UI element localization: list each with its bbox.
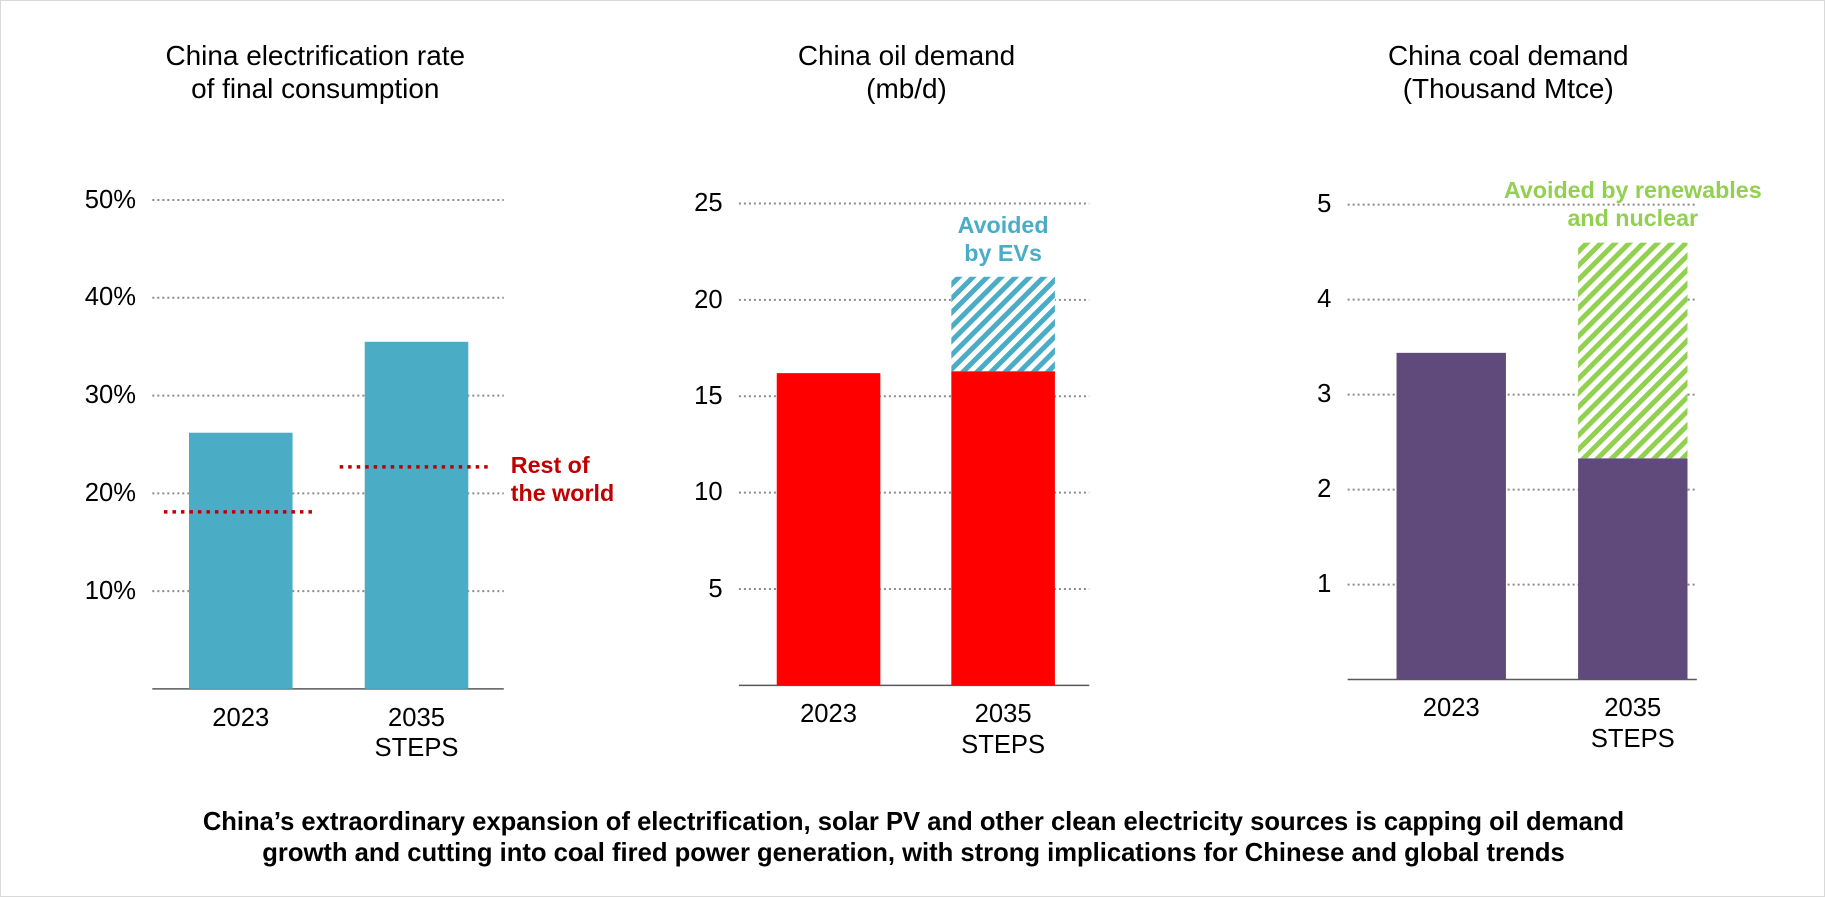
y-tick-label: 5 <box>1317 190 1332 219</box>
x-tick-label: 2023 <box>1422 694 1480 723</box>
y-tick-label: 25 <box>694 189 723 218</box>
chart-title: China oil demand (mb/d) <box>797 39 1016 105</box>
y-tick-label: 2 <box>1317 475 1332 504</box>
y-tick-label: 10 <box>694 478 723 507</box>
x-tick-label: 2035 STEPS <box>1590 694 1675 753</box>
hatched-bar-segment <box>1578 242 1688 459</box>
bar <box>1578 458 1688 680</box>
x-tick-label: 2023 <box>212 703 270 732</box>
y-tick-label: 20 <box>694 285 723 314</box>
y-tick-label: 20% <box>84 478 136 507</box>
bar <box>364 341 469 689</box>
y-tick-label: 40% <box>84 283 136 312</box>
chart-title: China coal demand (Thousand Mtce) <box>1387 39 1629 105</box>
y-tick-label: 30% <box>84 381 136 410</box>
y-tick-label: 3 <box>1317 380 1332 409</box>
y-tick-label: 10% <box>84 576 136 605</box>
chart-title: China electrification rate of final cons… <box>165 39 466 105</box>
x-tick-label: 2023 <box>800 700 857 729</box>
y-tick-label: 4 <box>1317 285 1332 314</box>
hatched-bar-segment <box>951 276 1055 372</box>
y-tick-label: 50% <box>84 185 136 214</box>
bar <box>951 371 1055 686</box>
segment-annotation: Avoided by EVs <box>957 211 1049 266</box>
bar <box>776 373 881 686</box>
y-tick-label: 5 <box>708 574 723 603</box>
bar <box>1396 352 1506 680</box>
y-tick-label: 1 <box>1317 570 1332 599</box>
bar <box>188 432 293 689</box>
x-tick-label: 2035 STEPS <box>374 703 459 763</box>
caption: China’s extraordinary expansion of elect… <box>202 808 1625 868</box>
segment-annotation: Avoided by renewables and nuclear <box>1503 177 1762 232</box>
reference-label: Rest of the world <box>510 451 615 506</box>
x-tick-label: 2035 STEPS <box>961 700 1046 759</box>
y-tick-label: 15 <box>694 381 723 410</box>
